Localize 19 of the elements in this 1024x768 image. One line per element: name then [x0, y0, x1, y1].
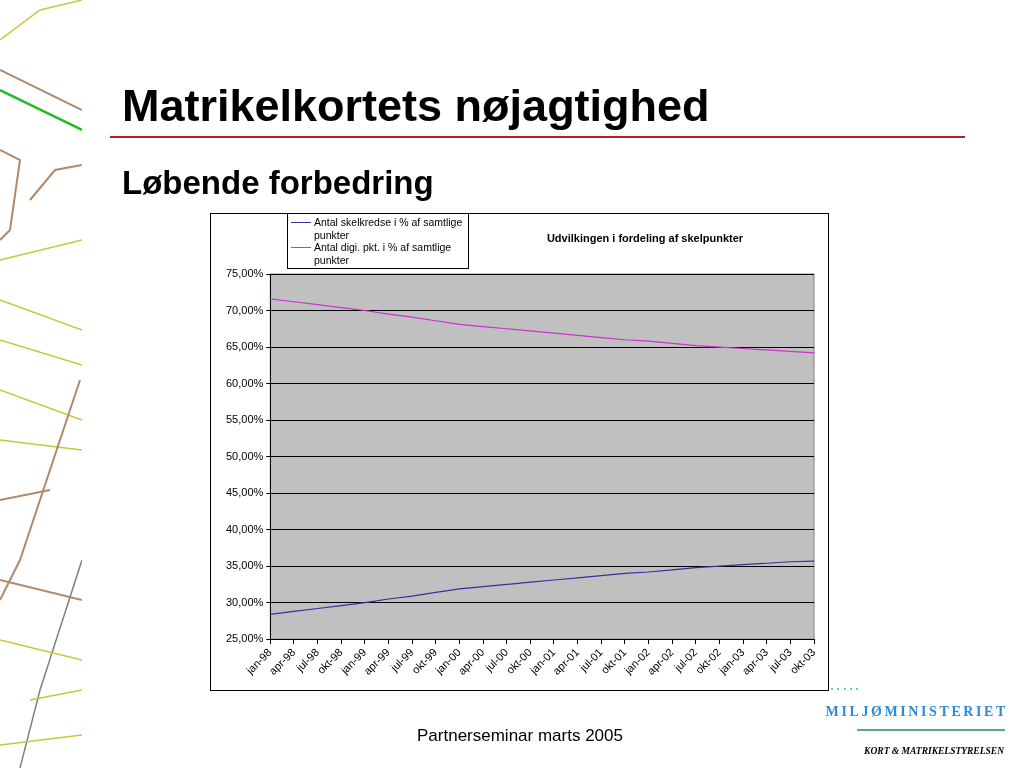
chart-title: Matrikelkortets nøjagtighed: [122, 80, 710, 132]
legend-label: Antal skelkredse i % af samtlige punkter: [314, 216, 464, 241]
y-tick-label: 60,00%: [226, 376, 264, 389]
text: MILJØMINISTERIET: [825, 703, 1008, 720]
legend-label: Antal digi. pkt. i % af samtlige punkter: [314, 241, 453, 266]
y-tick-label: 35,00%: [226, 559, 264, 572]
chart-subtitle: Løbende forbedring: [122, 164, 434, 202]
y-tick-label: 45,00%: [226, 486, 264, 499]
y-tick-label: 70,00%: [226, 303, 264, 316]
y-tick-label: 50,00%: [226, 449, 264, 462]
text: Partnerseminar marts 2005: [416, 726, 624, 746]
text: Udvilkingen i fordeling af skelpunkter: [545, 232, 745, 244]
y-tick-label: 25,00%: [226, 632, 264, 645]
y-tick-label: 65,00%: [226, 340, 264, 353]
text: KORT & MATRIKELSTYRELSEN: [864, 745, 1004, 757]
y-tick-label: 30,00%: [226, 595, 264, 608]
y-tick-label: 55,00%: [226, 413, 264, 426]
y-tick-label: 75,00%: [226, 267, 264, 280]
y-tick-label: 40,00%: [226, 522, 264, 535]
